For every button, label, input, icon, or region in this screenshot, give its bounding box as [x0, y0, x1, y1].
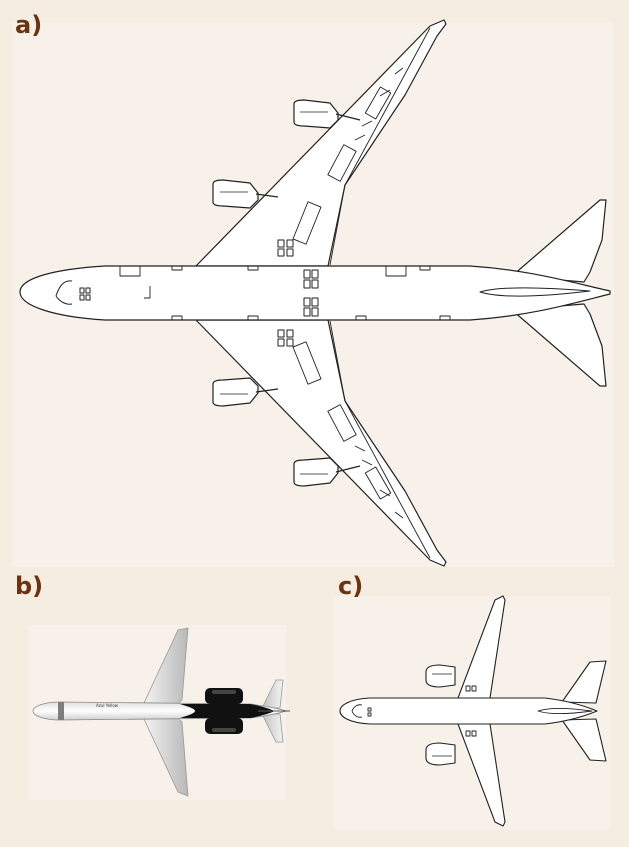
aircraft-c-fuselage: [339, 697, 598, 725]
aircraft-c-upper-stabilizer: [561, 660, 607, 704]
aircraft-b-livery-text: Azul Yellow: [96, 703, 119, 708]
aircraft-b-engine-2: [205, 718, 243, 734]
aircraft-c-upper-wing: [457, 595, 506, 699]
aircraft-b-upper-wing: [142, 627, 189, 706]
aircraft-a-engine-3: [212, 377, 279, 407]
aircraft-c-lower-stabilizer: [561, 718, 607, 762]
panel-a-label: a): [15, 11, 43, 39]
aircraft-a-engine-2: [212, 179, 279, 209]
aircraft-b-engine-1: [205, 688, 243, 704]
aircraft-a-cockpit: [55, 280, 73, 305]
aircraft-a-upper-stabilizer: [511, 199, 607, 283]
aircraft-c: [339, 595, 607, 827]
aircraft-c-engine-1: [425, 664, 456, 688]
aircraft-c-engine-2: [425, 742, 456, 766]
aircraft-a-lower-stabilizer: [511, 303, 607, 387]
aircraft-a-lower-wing: [195, 319, 447, 567]
panel-b-label: b): [15, 572, 44, 600]
aircraft-a-fuselage: [19, 265, 611, 321]
aircraft-a-engine-1: [293, 99, 361, 129]
aircraft-b-lower-stabilizer: [261, 713, 284, 743]
aircraft-a-upper-wing: [195, 19, 447, 267]
aircraft-c-cockpit: [351, 704, 363, 718]
aircraft-b: Azul Yellow: [32, 627, 290, 797]
aircraft-b-lower-wing: [142, 716, 189, 797]
aircraft-b-upper-stabilizer: [261, 679, 284, 709]
panel-c-label: c): [338, 572, 364, 600]
aircraft-a-engine-4: [293, 457, 361, 487]
aircraft-a: [19, 19, 611, 567]
aircraft-c-lower-wing: [457, 723, 506, 827]
